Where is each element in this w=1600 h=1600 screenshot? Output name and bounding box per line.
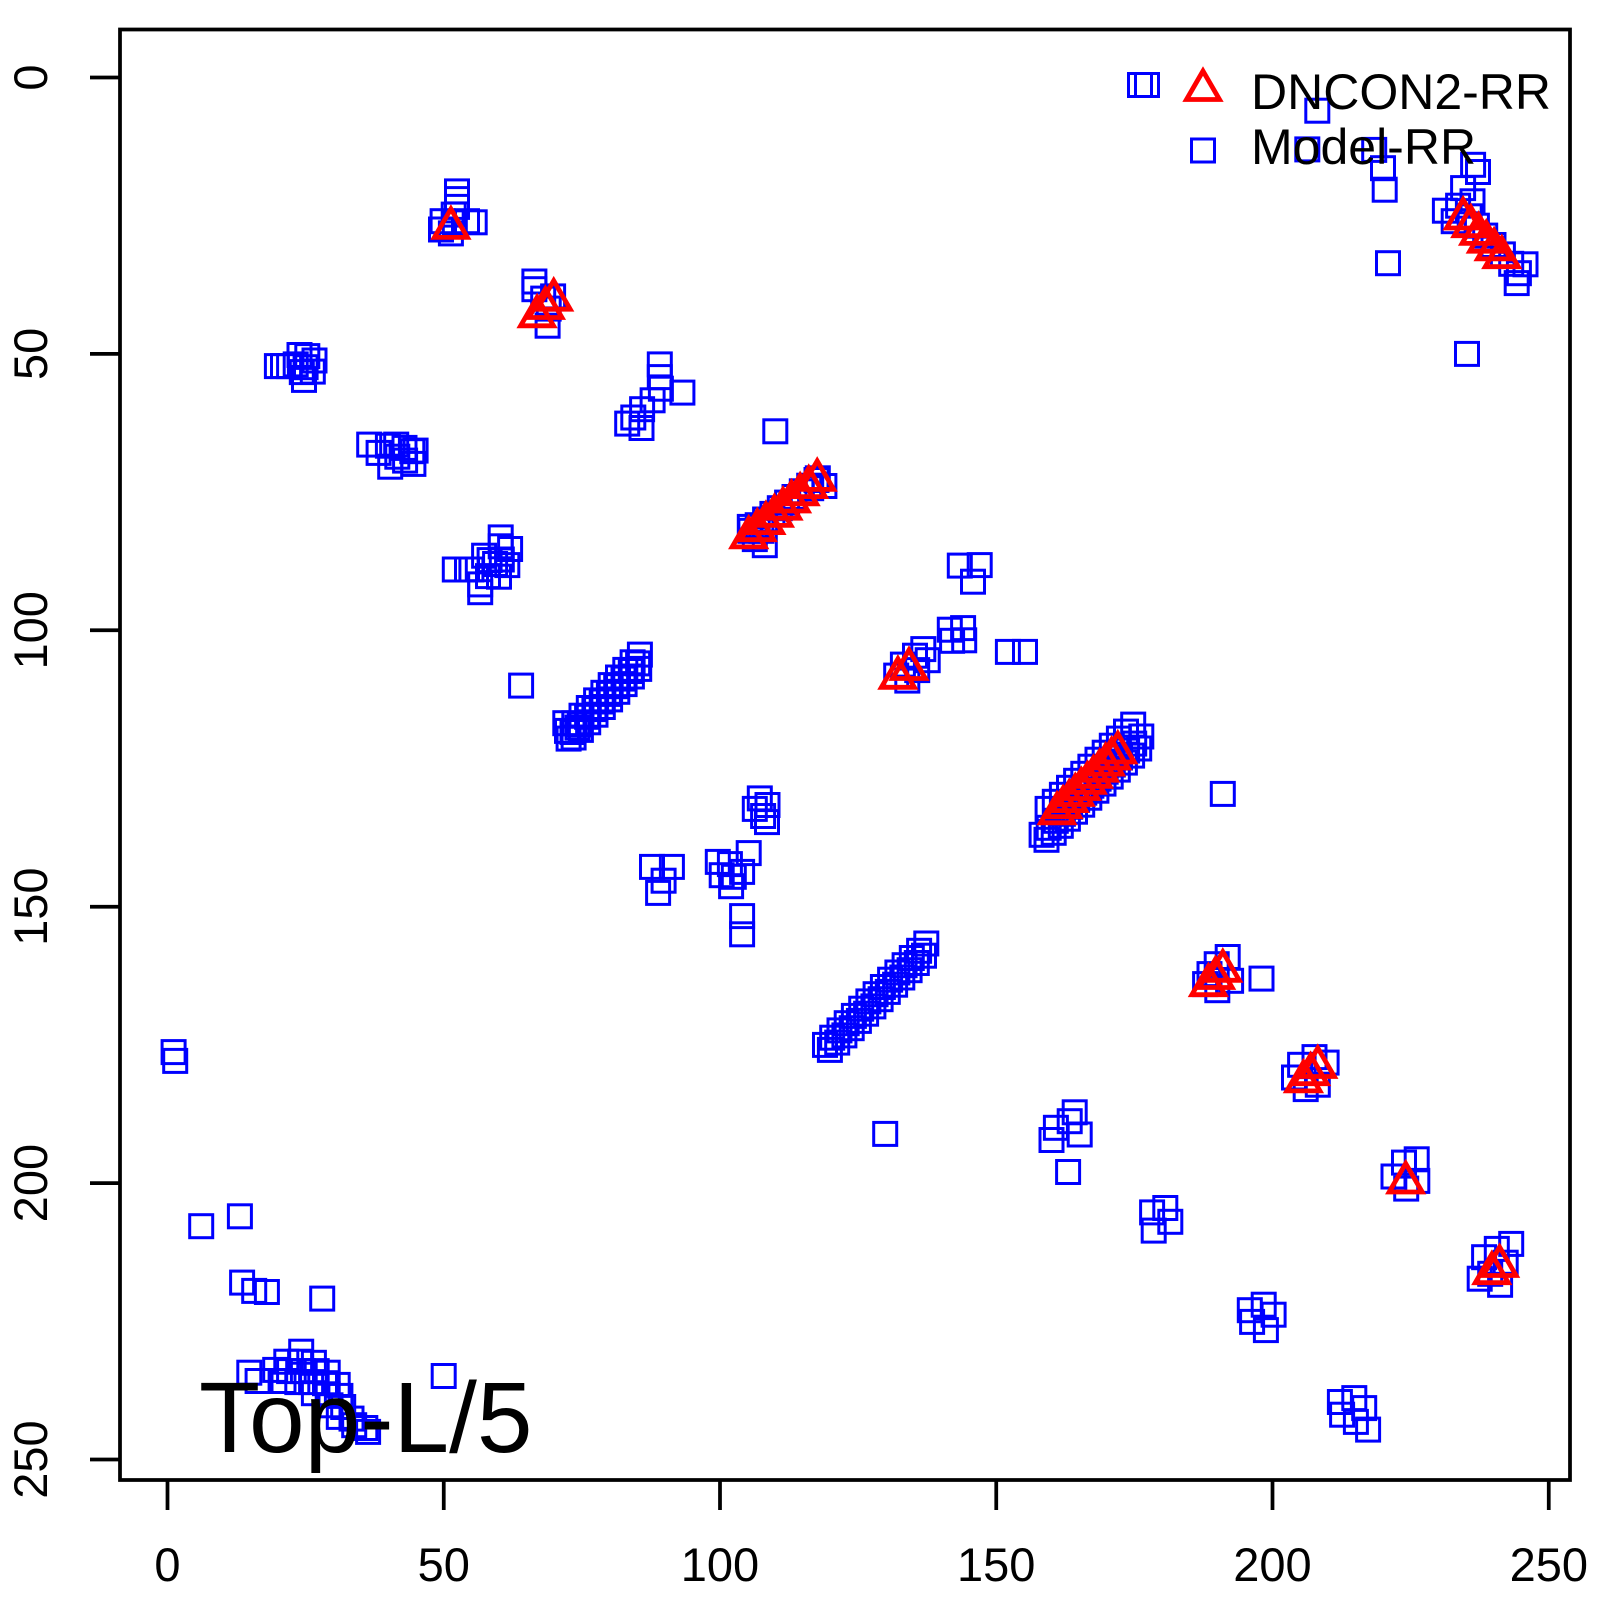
svg-text:Model-RR: Model-RR	[1251, 119, 1476, 175]
svg-text:100: 100	[4, 591, 57, 669]
svg-text:200: 200	[4, 1144, 57, 1222]
svg-text:250: 250	[4, 1420, 57, 1498]
svg-text:150: 150	[957, 1538, 1035, 1591]
svg-text:0: 0	[154, 1538, 180, 1591]
svg-text:50: 50	[418, 1538, 470, 1591]
svg-text:0: 0	[4, 64, 57, 90]
svg-text:100: 100	[681, 1538, 759, 1591]
svg-text:DNCON2-RR: DNCON2-RR	[1251, 64, 1551, 120]
svg-text:50: 50	[4, 328, 57, 380]
svg-text:250: 250	[1510, 1538, 1588, 1591]
svg-text:150: 150	[4, 867, 57, 945]
svg-text:200: 200	[1233, 1538, 1311, 1591]
svg-text:Top-L/5: Top-L/5	[199, 1362, 533, 1474]
